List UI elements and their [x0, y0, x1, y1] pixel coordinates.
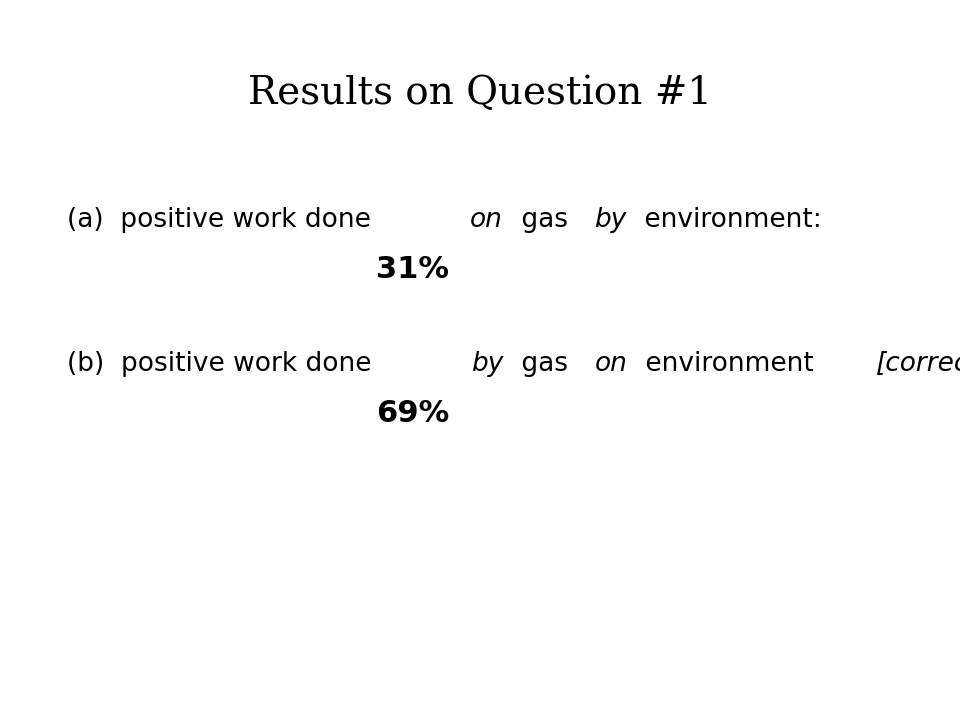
Text: on: on	[470, 207, 503, 233]
Text: 31%: 31%	[376, 256, 449, 284]
Text: on: on	[594, 351, 627, 377]
Text: Results on Question #1: Results on Question #1	[248, 75, 712, 112]
Text: environment: environment	[636, 351, 822, 377]
Text: gas: gas	[513, 351, 576, 377]
Text: by: by	[594, 207, 627, 233]
Text: (b)  positive work done: (b) positive work done	[67, 351, 380, 377]
Text: gas: gas	[513, 207, 576, 233]
Text: [correct]:: [correct]:	[876, 351, 960, 377]
Text: 69%: 69%	[376, 400, 449, 428]
Text: (a)  positive work done: (a) positive work done	[67, 207, 379, 233]
Text: environment:: environment:	[636, 207, 822, 233]
Text: by: by	[471, 351, 503, 377]
